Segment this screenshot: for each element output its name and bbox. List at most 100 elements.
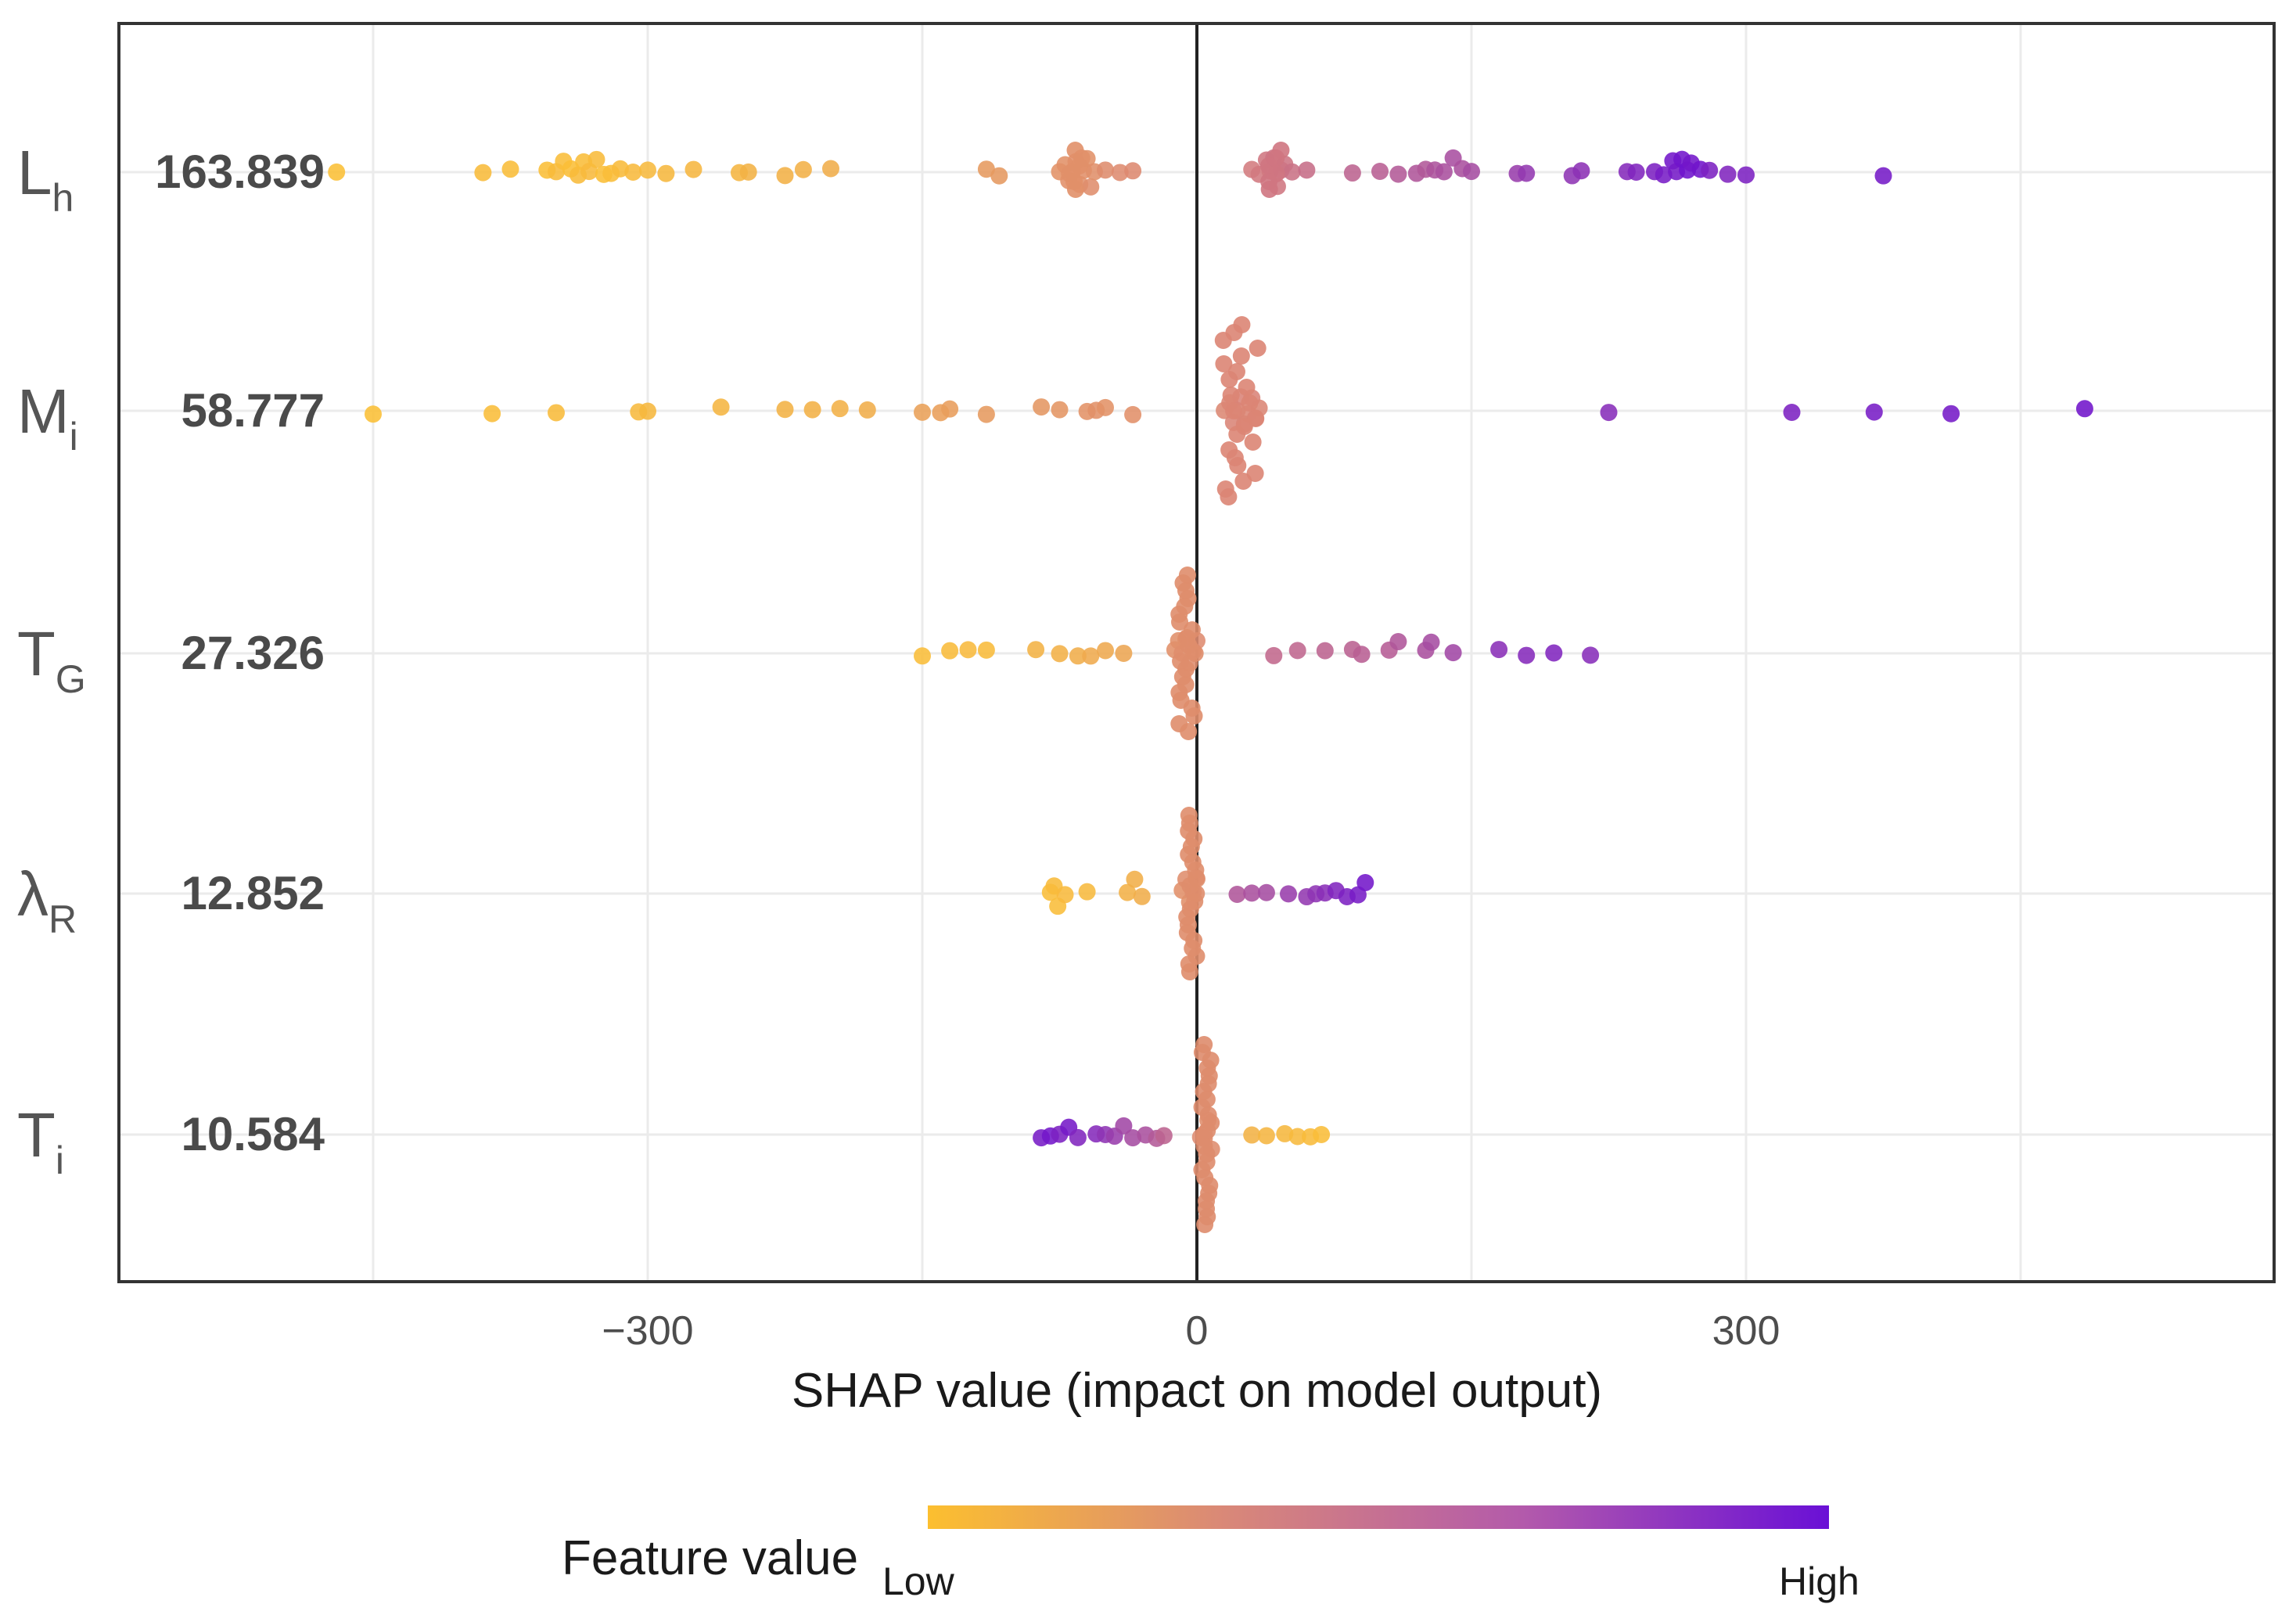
shap-point [914,647,931,665]
shap-point [1874,167,1892,185]
shap-point [684,160,702,178]
shap-point [794,160,812,178]
mean-abs-shap-label: 163.839 [155,146,325,198]
shap-point [1155,1127,1173,1145]
x-tick-label: −300 [602,1308,693,1354]
shap-point [1111,164,1129,182]
shap-point [977,641,995,659]
feature-subscript: G [56,657,86,701]
shap-point [1220,488,1238,505]
mean-abs-shap-label: 27.326 [181,627,325,679]
feature-name-label: TG [17,619,86,701]
shap-point [1171,613,1189,631]
shap-point [365,405,382,423]
shap-point [1225,402,1243,419]
shap-point [1097,642,1114,660]
shap-point [858,401,876,419]
shap-point [739,163,757,181]
shap-point [1737,166,1755,184]
shap-point [1228,886,1246,904]
shap-point [1056,886,1074,904]
shap-point [1033,398,1051,416]
shap-point [1280,885,1297,903]
shap-point [1545,644,1563,662]
x-axis-title: SHAP value (impact on model output) [792,1364,1602,1418]
shap-point [1422,633,1440,651]
mean-abs-shap-label: 10.584 [181,1108,325,1160]
feature-name-label: λR [17,859,77,941]
legend: Feature value Low High [562,1505,1859,1603]
plot-frame [117,22,2276,1283]
shap-point [1027,641,1045,659]
shap-point [1600,404,1618,422]
shap-point [1389,165,1407,183]
x-tick-label: 0 [1186,1308,1209,1354]
shap-point [1082,178,1100,196]
shap-point [1243,884,1261,902]
shap-point [1115,1117,1133,1135]
shap-point [914,403,931,421]
shap-point [1572,162,1590,180]
shap-point [1490,641,1508,659]
feature-name-label: Lh [17,138,74,220]
shap-point [1701,161,1719,179]
shap-point [1463,163,1480,181]
shap-point [1051,645,1069,663]
shap-point [1444,644,1462,662]
shap-point [1126,870,1144,888]
shap-point [712,398,730,416]
shap-point [1214,332,1232,349]
shap-point [1435,163,1453,181]
x-axis-ticks: −300 0 300 [602,1308,1780,1354]
shap-point [1313,1126,1331,1144]
shap-point [2075,400,2093,418]
legend-high-label: High [1779,1559,1859,1603]
shap-point [328,163,346,181]
shap-point [501,160,519,178]
shap-point [1186,645,1204,662]
feature-subscript: h [52,176,74,220]
shap-point [1627,163,1645,181]
shap-point [776,167,794,185]
mean-abs-shap-label: 58.777 [181,384,325,437]
shap-point [1249,340,1267,357]
shap-point [1232,347,1250,365]
shap-point [1097,161,1114,179]
shap-point [1185,707,1203,725]
shap-point [1241,394,1259,412]
shap-point [1078,883,1096,901]
shap-point [1244,433,1262,451]
shap-point [1234,473,1252,490]
feature-labels: Lh 163.839 Mi 58.777 TG 27.326 λR 12.852 Ti 10.58… [17,138,325,1182]
shap-point [1353,646,1371,664]
feature-subscript: i [56,1138,64,1182]
shap-point [1115,644,1133,662]
feature-subscript: R [49,897,77,941]
shap-point [1051,401,1069,419]
shap-point [639,402,656,420]
shap-point [1238,379,1256,396]
shap-point [1356,873,1374,891]
shap-point [776,401,794,419]
shap-point [1124,1129,1142,1147]
shap-point [941,642,959,660]
shap-point [990,167,1008,185]
shap-point [657,164,675,182]
shap-point [977,160,995,178]
legend-title: Feature value [562,1531,858,1585]
shap-point [831,400,849,418]
shap-point [474,164,492,182]
shap-point [1228,426,1246,443]
shap-point [1133,887,1151,905]
shap-point [1518,646,1536,664]
shap-point [803,401,821,419]
shap-point [1942,405,1960,423]
shap-point [1389,633,1407,651]
shap-point [1124,162,1142,180]
legend-low-label: Low [882,1559,955,1603]
shap-point [822,160,839,178]
shap-point [1119,883,1137,901]
shap-point [1097,398,1114,416]
shap-point [1180,723,1198,740]
